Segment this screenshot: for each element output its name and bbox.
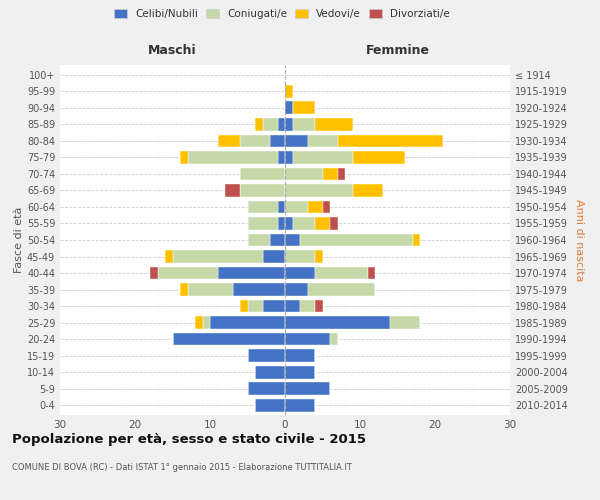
Bar — [150, 266, 157, 280]
Bar — [248, 217, 277, 230]
Bar — [315, 250, 323, 263]
Bar — [157, 266, 218, 280]
Bar — [240, 300, 248, 312]
Bar — [255, 398, 285, 411]
Text: Popolazione per età, sesso e stato civile - 2015: Popolazione per età, sesso e stato civil… — [12, 432, 366, 446]
Bar — [300, 300, 315, 312]
Bar — [225, 184, 240, 197]
Bar — [285, 382, 330, 395]
Bar — [263, 300, 285, 312]
Bar — [248, 382, 285, 395]
Bar — [308, 283, 375, 296]
Bar — [248, 200, 277, 213]
Bar — [195, 316, 203, 329]
Bar — [413, 234, 420, 246]
Bar — [270, 234, 285, 246]
Bar — [285, 102, 293, 114]
Bar — [218, 134, 240, 147]
Bar — [308, 134, 337, 147]
Bar — [240, 184, 285, 197]
Bar — [255, 366, 285, 378]
Bar — [315, 118, 353, 131]
Bar — [293, 151, 353, 164]
Bar — [285, 316, 390, 329]
Bar — [173, 250, 263, 263]
Bar — [285, 184, 353, 197]
Bar — [285, 300, 300, 312]
Bar — [233, 283, 285, 296]
Bar — [180, 151, 187, 164]
Text: COMUNE DI BOVA (RC) - Dati ISTAT 1° gennaio 2015 - Elaborazione TUTTITALIA.IT: COMUNE DI BOVA (RC) - Dati ISTAT 1° genn… — [12, 462, 352, 471]
Bar — [353, 184, 383, 197]
Bar — [240, 168, 285, 180]
Bar — [285, 283, 308, 296]
Bar — [285, 85, 293, 98]
Bar — [285, 134, 308, 147]
Bar — [367, 266, 375, 280]
Bar — [255, 118, 263, 131]
Y-axis label: Fasce di età: Fasce di età — [14, 207, 24, 273]
Bar — [285, 266, 315, 280]
Bar — [203, 316, 210, 329]
Bar — [390, 316, 420, 329]
Bar — [337, 134, 443, 147]
Text: Maschi: Maschi — [148, 44, 197, 57]
Bar — [277, 217, 285, 230]
Bar — [300, 234, 413, 246]
Bar — [353, 151, 405, 164]
Text: Femmine: Femmine — [365, 44, 430, 57]
Bar — [323, 168, 337, 180]
Bar — [285, 118, 293, 131]
Bar — [285, 217, 293, 230]
Bar — [187, 283, 233, 296]
Bar — [315, 300, 323, 312]
Bar — [293, 118, 315, 131]
Bar — [263, 118, 277, 131]
Bar — [293, 102, 315, 114]
Bar — [285, 200, 308, 213]
Bar — [330, 332, 337, 345]
Bar — [315, 266, 367, 280]
Bar — [173, 332, 285, 345]
Bar — [293, 217, 315, 230]
Bar — [248, 300, 263, 312]
Y-axis label: Anni di nascita: Anni di nascita — [574, 198, 584, 281]
Bar — [263, 250, 285, 263]
Bar — [337, 168, 345, 180]
Bar — [285, 168, 323, 180]
Bar — [308, 200, 323, 213]
Bar — [277, 200, 285, 213]
Legend: Celibi/Nubili, Coniugati/e, Vedovi/e, Divorziati/e: Celibi/Nubili, Coniugati/e, Vedovi/e, Di… — [110, 5, 454, 24]
Bar — [165, 250, 173, 263]
Bar — [180, 283, 187, 296]
Bar — [285, 366, 315, 378]
Bar — [248, 349, 285, 362]
Bar — [285, 349, 315, 362]
Bar — [277, 118, 285, 131]
Bar — [218, 266, 285, 280]
Bar — [277, 151, 285, 164]
Bar — [285, 332, 330, 345]
Bar — [330, 217, 337, 230]
Bar — [285, 234, 300, 246]
Bar — [285, 398, 315, 411]
Bar — [210, 316, 285, 329]
Bar — [270, 134, 285, 147]
Bar — [187, 151, 277, 164]
Bar — [323, 200, 330, 213]
Bar — [285, 151, 293, 164]
Bar — [285, 250, 315, 263]
Bar — [240, 134, 270, 147]
Bar — [248, 234, 270, 246]
Bar — [315, 217, 330, 230]
